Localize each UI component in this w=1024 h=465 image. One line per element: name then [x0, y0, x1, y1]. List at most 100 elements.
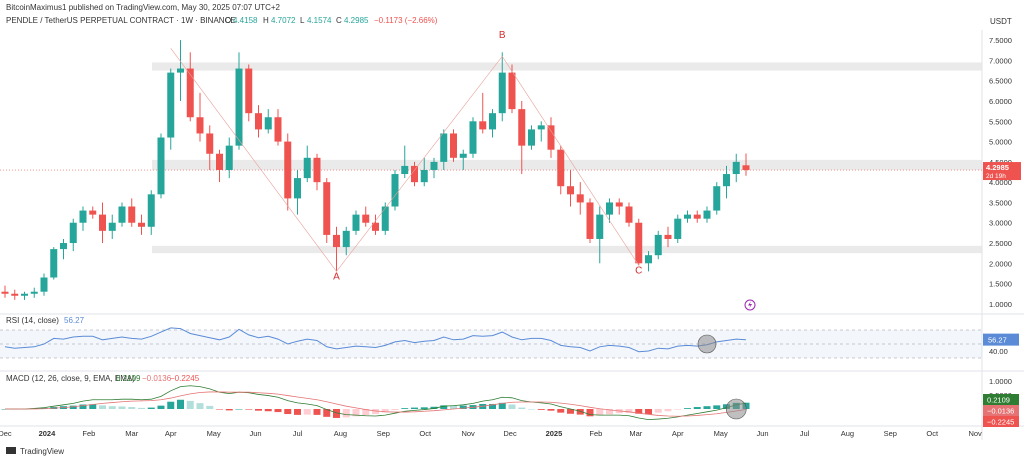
time-tick-label: Apr: [672, 429, 684, 438]
price-tick-label: 6.5000: [989, 77, 1012, 86]
macd-histogram-bar: [284, 409, 292, 415]
lightning-icon-circle: [744, 299, 756, 311]
macd-histogram-bar: [128, 407, 136, 409]
macd-highlight-circle: [725, 398, 747, 420]
macd-histogram-bar: [167, 401, 175, 409]
candle-body: [586, 202, 594, 239]
candle-body: [459, 153, 467, 158]
macd-histogram-bar: [235, 409, 243, 410]
time-tick-label: Jul: [800, 429, 810, 438]
candle-body: [313, 157, 321, 183]
symbol-legend: PENDLE / TetherUS PERPETUAL CONTRACT · 1…: [6, 16, 438, 25]
macd-histogram-bar: [508, 404, 516, 409]
macd-signal-badge-text: −0.0136: [987, 407, 1014, 416]
time-tick-label: Oct: [419, 429, 432, 438]
macd-histogram-bar: [518, 407, 526, 409]
macd-histogram-bar: [625, 409, 633, 413]
macd-histogram-bar: [255, 409, 262, 411]
macd-histogram-bar: [674, 409, 682, 410]
time-tick-label: Jun: [250, 429, 262, 438]
candle-body: [411, 165, 418, 183]
candle-body: [576, 194, 584, 203]
macd-tick-label: 1.0000: [989, 377, 1012, 386]
macd-histogram-bar: [313, 409, 321, 415]
last-price-value: 4.2985: [986, 163, 1009, 172]
macd-hist-badge-text: −0.2245: [987, 418, 1014, 427]
candle-body: [1, 291, 9, 294]
candle-body: [89, 210, 97, 215]
candle-body: [60, 243, 67, 250]
time-tick-label: Oct: [926, 429, 939, 438]
price-tick-label: 5.5000: [989, 117, 1012, 126]
macd-histogram-bar: [567, 409, 574, 414]
candle-body: [342, 230, 350, 248]
macd-histogram-bar: [459, 405, 467, 409]
candle-body: [128, 206, 136, 223]
time-tick-label: Feb: [82, 429, 95, 438]
zone-layer: [152, 62, 982, 254]
price-tick-label: 3.5000: [989, 198, 1012, 207]
candle-body: [440, 133, 448, 162]
time-tick-label: Apr: [165, 429, 177, 438]
candle-body: [742, 165, 750, 171]
candle-body: [235, 68, 243, 146]
price-tick-label: 5.0000: [989, 138, 1012, 147]
price-tick-label: 7.5000: [989, 36, 1012, 45]
low-value: 4.1574: [307, 16, 332, 25]
candle-body: [372, 222, 379, 231]
candles-layer: [1, 40, 750, 300]
candle-body: [99, 214, 106, 231]
time-tick-label: Nov: [461, 429, 475, 438]
candle-body: [177, 68, 184, 73]
macd-hist-badge: [983, 416, 1019, 427]
candle-body: [401, 165, 409, 175]
time-tick-label: Sep: [377, 429, 390, 438]
candle-body: [118, 206, 126, 223]
symbol-title: PENDLE / TetherUS PERPETUAL CONTRACT · 1…: [6, 16, 236, 25]
lightning-icon: [744, 299, 756, 311]
open-label: O: [225, 16, 231, 25]
macd-signal-line: [5, 391, 747, 417]
price-tick-label: 2.0000: [989, 259, 1012, 268]
price-tick-label: 3.0000: [989, 219, 1012, 228]
candle-body: [596, 214, 604, 239]
macd-title-hist: −0.2245: [170, 374, 200, 383]
candle-body: [284, 141, 292, 199]
rsi-title: RSI (14, close): [6, 316, 59, 325]
time-tick-label: Dec: [0, 429, 12, 438]
macd-histogram-bar: [99, 405, 106, 409]
candle-body: [196, 117, 204, 134]
candle-body: [206, 133, 214, 154]
candle-body: [11, 293, 19, 296]
candle-body: [167, 72, 175, 138]
macd-histogram-bar: [411, 407, 418, 409]
macd-histogram-bar: [654, 409, 662, 413]
macd-histogram-bar: [450, 405, 457, 409]
macd-histogram-bar: [303, 409, 311, 415]
macd-histogram-bar: [635, 409, 643, 414]
macd-histogram-bar: [498, 402, 506, 409]
rsi-title-value: 56.27: [64, 316, 85, 325]
macd-value-badge: [983, 394, 1019, 405]
macd-histogram-bar: [69, 405, 77, 409]
macd-histogram-bar: [703, 406, 711, 409]
candle-body: [654, 234, 662, 256]
time-tick-label: Dec: [503, 429, 517, 438]
candle-body: [450, 133, 457, 158]
high-label: H: [263, 16, 269, 25]
candle-body: [684, 214, 691, 219]
macd-histogram-bar: [586, 409, 594, 417]
rsi-value-badge: [983, 333, 1019, 346]
candle-body: [362, 214, 370, 223]
wave-layer: B A C: [170, 30, 756, 311]
candle-body: [615, 202, 623, 207]
time-tick-label: 2024: [39, 429, 57, 438]
time-tick-label: Feb: [589, 429, 602, 438]
macd-histogram-bar: [294, 409, 301, 415]
candle-body: [664, 234, 672, 239]
open-value: 4.4158: [233, 16, 258, 25]
close-label: C: [336, 16, 342, 25]
price-tick-label: 1.5000: [989, 280, 1012, 289]
macd-histogram-bar: [108, 406, 116, 409]
